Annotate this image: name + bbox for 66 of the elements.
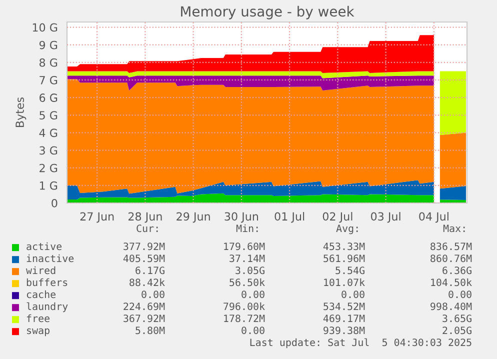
text: 104.50k [431, 278, 472, 286]
text: Min: [236, 224, 258, 232]
legend-label: wired [26, 266, 56, 274]
x-tick-label: 27 Jun [80, 212, 114, 223]
text: 377.92M [124, 242, 165, 250]
text: 101.07k [324, 278, 365, 286]
legend-label: active [26, 242, 62, 250]
x-tick-label: 02 Jul [322, 212, 352, 223]
y-axis-title: Bytes [16, 97, 26, 127]
text: 0.00 [448, 290, 472, 298]
y-tick-label: 5 G [40, 111, 58, 120]
text: 0.00 [342, 290, 364, 298]
x-tick-label: 03 Jul [370, 212, 400, 223]
x-tick-label: 30 Jun [224, 212, 258, 223]
text: 179.60M [224, 242, 265, 250]
text: 37.14M [230, 254, 265, 262]
x-tick-label: 04 Jul [419, 212, 448, 223]
legend-label: laundry [26, 302, 68, 312]
text: Avg: [336, 224, 358, 234]
text: 469.17M [323, 314, 365, 322]
text: 178.72M [224, 314, 265, 322]
legend-label: free [26, 314, 50, 322]
text: 3.65G [442, 314, 472, 322]
x-tick-label: 01 Jul [274, 212, 304, 223]
text: 534.52M [324, 302, 365, 310]
text: 88.42k [130, 278, 165, 286]
legend-label: swap [27, 328, 50, 336]
text: 6.36G [442, 266, 472, 274]
y-tick-label: 0 [52, 198, 58, 208]
text: 0.00 [142, 290, 164, 298]
text: 998.40M [430, 302, 472, 310]
y-tick-label: 4 G [39, 128, 58, 138]
y-tick-label: 10 G [32, 23, 58, 32]
legend-label: inactive [26, 254, 74, 262]
text: 5.54G [336, 266, 364, 274]
legend-label: buffers [26, 278, 68, 286]
text: 836.57M [430, 242, 472, 250]
text: 860.76M [430, 254, 472, 262]
chart-title: Memory usage - by week [181, 6, 354, 20]
text: 453.33M [323, 242, 365, 250]
text: 6.17G [136, 266, 164, 274]
y-tick-label: 3 G [40, 146, 58, 155]
text: 561.96M [324, 254, 365, 262]
text: 405.59M [123, 254, 165, 262]
text: 224.69M [124, 302, 165, 310]
x-tick-label: 29 Jun [176, 212, 210, 223]
text: 0.00 [242, 290, 264, 298]
text: 2.05G [442, 326, 472, 334]
text: 3.05G [236, 266, 264, 274]
text: 56.50k [230, 278, 265, 286]
y-tick-label: 6 G [40, 94, 58, 102]
y-tick-label: 1 G [40, 181, 58, 190]
x-tick-label: 28 Jun [128, 212, 162, 223]
y-tick-label: 7 G [40, 76, 58, 84]
text: 796.00k [224, 302, 265, 310]
text: 5.80M [136, 326, 165, 334]
text: 0.00 [242, 326, 264, 334]
legend-label: cache [26, 290, 56, 298]
y-tick-label: 8 G [40, 58, 58, 67]
y-tick-label: 9 G [39, 40, 58, 50]
text: 939.38M [324, 326, 365, 334]
text: Max: [443, 224, 465, 232]
text: Cur: [136, 224, 158, 232]
text: Last update: Sat Jul 5 04:30:03 2025 [250, 338, 472, 348]
text: 367.92M [124, 314, 165, 322]
y-tick-label: 2 G [40, 164, 58, 172]
